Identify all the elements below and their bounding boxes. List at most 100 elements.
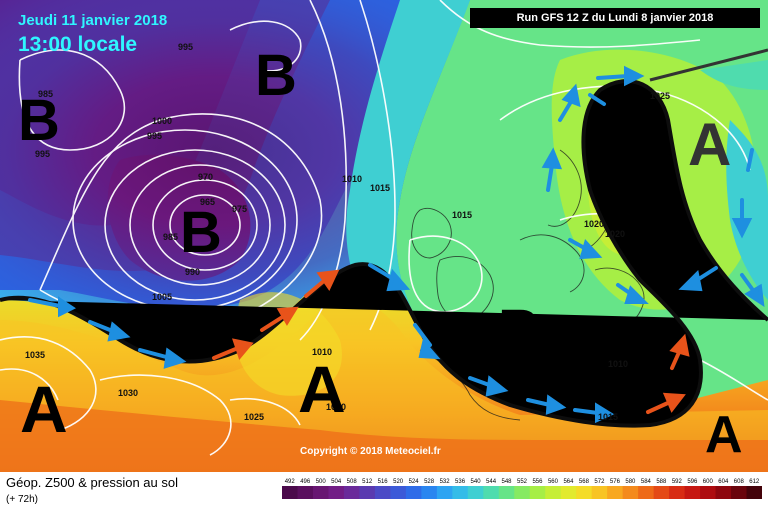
- legend-color-swatch: [684, 486, 701, 499]
- legend-color-swatch: [343, 486, 360, 499]
- copyright-notice: Copyright © 2018 Meteociel.fr: [300, 446, 441, 457]
- legend-tick-label: 604: [718, 479, 729, 485]
- forecast-time: 13:00 locale: [18, 33, 138, 56]
- legend-color-swatch: [297, 486, 314, 499]
- legend-tick-label: 564: [563, 479, 574, 485]
- isobar-value: 1015: [370, 183, 390, 193]
- low-pressure-label: B: [255, 43, 297, 108]
- legend-tick-label: 600: [703, 479, 714, 485]
- legend-color-swatch: [452, 486, 469, 499]
- legend-color-swatch: [514, 486, 531, 499]
- geopotential-552-line: [0, 81, 768, 426]
- legend-color-swatch: [731, 486, 748, 499]
- legend-color-swatch: [715, 486, 732, 499]
- isobar-value: 970: [198, 172, 213, 182]
- legend-color-swatch: [421, 486, 438, 499]
- isobar-value: 1035: [25, 350, 45, 360]
- legend-color-swatch: [282, 486, 298, 499]
- legend-tick-label: 508: [347, 479, 358, 485]
- isobar-value: 1010: [608, 359, 628, 369]
- legend-tick-label: 548: [502, 479, 513, 485]
- legend-color-swatch: [312, 486, 329, 499]
- isobar-value: 1010: [312, 347, 332, 357]
- legend-tick-label: 576: [610, 479, 621, 485]
- legend-color-swatch: [498, 486, 515, 499]
- legend-color-swatch: [746, 486, 762, 499]
- legend-tick-label: 572: [594, 479, 605, 485]
- isobar-value: 985: [38, 89, 53, 99]
- legend-tick-label: 520: [393, 479, 404, 485]
- legend-tick-label: 568: [579, 479, 590, 485]
- legend-tick-label: 496: [300, 479, 311, 485]
- legend-color-swatch: [436, 486, 453, 499]
- legend-tick-label: 492: [285, 479, 296, 485]
- isobar-value: 1025: [650, 91, 670, 101]
- isobar-value: 1005: [152, 292, 172, 302]
- legend-tick-label: 544: [486, 479, 497, 485]
- isobar-value: 995: [35, 149, 50, 159]
- legend-color-swatch: [545, 486, 562, 499]
- legend-tick-label: 556: [532, 479, 543, 485]
- legend-tick-label: 580: [625, 479, 636, 485]
- legend-tick-label: 500: [316, 479, 327, 485]
- legend-color-swatch: [591, 486, 608, 499]
- legend-tick-label: 612: [749, 479, 760, 485]
- isobar-value: 1030: [118, 388, 138, 398]
- legend-color-swatch: [374, 486, 391, 499]
- legend-tick-label: 532: [440, 479, 451, 485]
- isobar-value: 985: [163, 232, 178, 242]
- legend-tick-label: 536: [455, 479, 466, 485]
- color-legend: 492 496 500 504 508 512 516 520 524 528 532 536 540 5…: [282, 479, 762, 499]
- model-run-label: Run GFS 12 Z du Lundi 8 janvier 2018: [470, 8, 760, 28]
- legend-tick-label: 524: [409, 479, 420, 485]
- wind-arrows: [28, 65, 765, 424]
- legend-tick-label: 528: [424, 479, 435, 485]
- legend-color-swatch: [390, 486, 407, 499]
- legend-tick-label: 516: [378, 479, 389, 485]
- isobar-value: 1030: [326, 402, 346, 412]
- low-pressure-label: B: [180, 200, 222, 265]
- legend-tick-label: 560: [548, 479, 559, 485]
- legend-tick-label: 608: [734, 479, 745, 485]
- legend-color-swatch: [483, 486, 500, 499]
- legend-color-swatch: [622, 486, 639, 499]
- isobar-value: 1000: [152, 116, 172, 126]
- legend-color-swatch: [653, 486, 670, 499]
- legend-tick-label: 512: [362, 479, 373, 485]
- low-pressure-label: B: [498, 298, 540, 363]
- high-pressure-label: A: [298, 352, 346, 426]
- legend-color-swatch: [359, 486, 376, 499]
- legend-tick-label: 552: [517, 479, 528, 485]
- legend-color-swatch: [328, 486, 345, 499]
- isobar-value: 995: [178, 42, 193, 52]
- legend-tick-label: 592: [672, 479, 683, 485]
- legend-color-swatch: [607, 486, 624, 499]
- legend-color-swatch: [560, 486, 577, 499]
- high-pressure-label: A: [705, 406, 743, 464]
- legend-color-swatch: [669, 486, 686, 499]
- legend-tick-label: 540: [471, 479, 482, 485]
- isobar-value: 975: [232, 204, 247, 214]
- isobar-value: 990: [185, 267, 200, 277]
- legend-color-swatch: [638, 486, 655, 499]
- isobar-value: 1020: [605, 229, 625, 239]
- high-pressure-label: A: [688, 111, 731, 178]
- isobar-value: 1020: [584, 219, 604, 229]
- low-pressure-label: B: [18, 88, 60, 153]
- legend-color-swatch: [700, 486, 717, 499]
- forecast-date: Jeudi 11 janvier 2018: [18, 12, 168, 29]
- legend-tick-label: 584: [641, 479, 652, 485]
- legend-tick-label: 596: [687, 479, 698, 485]
- legend-color-swatch: [576, 486, 593, 499]
- isobar-value: 995: [147, 131, 162, 141]
- weather-map: 995 985 995 1000 995 970 965 975 985 990 1005 1010 1…: [0, 0, 768, 472]
- high-pressure-label: A: [600, 164, 639, 224]
- legend-color-swatch: [529, 486, 546, 499]
- isobar-value: 965: [200, 197, 215, 207]
- chart-title: Géop. Z500 & pression au sol: [6, 475, 178, 490]
- legend-tick-label: 504: [331, 479, 342, 485]
- isobar-labels: 995 985 995 1000 995 970 965 975 985 990 1005 1010 1…: [25, 42, 670, 422]
- legend-tick-label: 588: [656, 479, 667, 485]
